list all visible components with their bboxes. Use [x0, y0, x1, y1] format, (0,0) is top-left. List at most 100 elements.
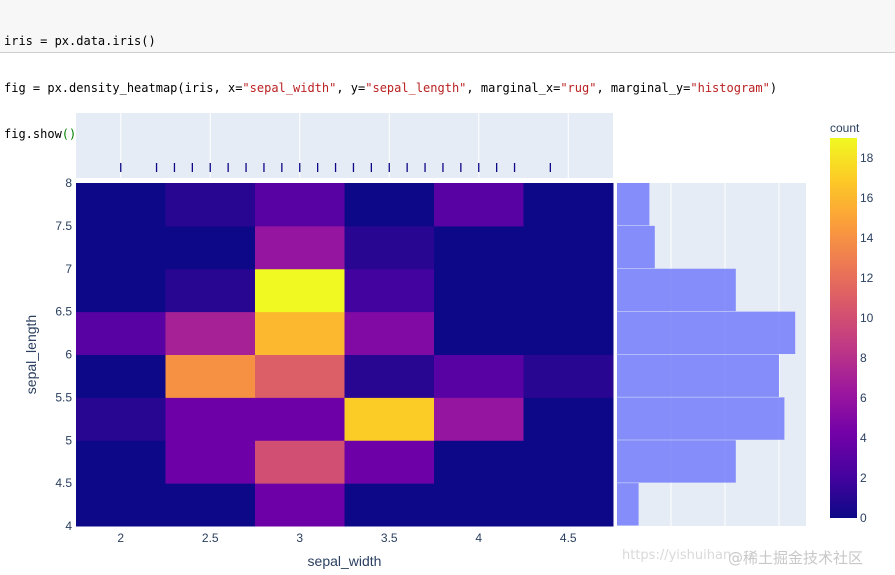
heatmap-cell [165, 311, 256, 355]
colorbar-tick-label: 2 [860, 471, 867, 485]
code-cell[interactable]: iris = px.data.iris() fig = px.density_h… [0, 0, 895, 141]
heatmap-cell [344, 397, 435, 441]
heatmap-cell [434, 183, 524, 227]
marginal-histogram-panel [617, 183, 806, 526]
histogram-bar [617, 354, 779, 397]
heatmap-cell [434, 483, 524, 527]
y-tick-label: 8 [65, 176, 72, 190]
y-tick-label: 5.5 [55, 390, 72, 404]
heatmap-cell [523, 311, 614, 355]
heatmap-cell [523, 354, 614, 398]
x-tick-label: 4 [475, 531, 482, 545]
colorbar-tick-label: 10 [860, 311, 874, 325]
colorbar-tick-label: 18 [860, 151, 874, 165]
heatmap-cell [344, 311, 435, 355]
histogram-bar [617, 397, 785, 440]
code-string: "rug" [560, 80, 597, 95]
histogram-bar [617, 268, 736, 312]
y-tick-label: 6 [65, 348, 72, 362]
colorbar-tick-label: 6 [860, 391, 867, 405]
code-string: "histogram" [690, 80, 770, 95]
heatmap-cell [434, 354, 524, 398]
y-tick-label: 4.5 [55, 476, 72, 490]
heatmap-cell [434, 311, 524, 355]
heatmap-cell [434, 397, 524, 441]
heatmap-cell [165, 483, 256, 527]
colorbar-gradient [830, 138, 857, 518]
heatmap-cell [255, 311, 345, 355]
histogram-bar [617, 225, 655, 269]
heatmap-cell [344, 440, 435, 484]
code-text: iris = px.data.iris() [4, 34, 156, 48]
x-tick-label: 2 [117, 531, 124, 545]
heatmap-cell [165, 225, 256, 270]
code-text: fig = px.density_heatmap(iris, x= [4, 80, 243, 95]
heatmap-cell [165, 268, 256, 313]
watermark-site: @稀土掘金技术社区 [728, 549, 864, 567]
histogram-bar [617, 483, 639, 526]
heatmap-cell [76, 397, 166, 441]
heatmap-cell [165, 397, 256, 441]
x-axis-title: sepal_width [308, 553, 382, 569]
heatmap-panel[interactable] [76, 183, 614, 527]
x-tick-label: 3.5 [381, 531, 398, 545]
density-heatmap-figure[interactable]: 2 2.5 3 3.5 4 4.5 4 4.5 5 5.5 6 6.5 7 7.5 8 sepal_width… [0, 54, 895, 575]
code-parens: () [61, 127, 77, 141]
heatmap-cell [344, 268, 435, 313]
heatmap-cell [76, 440, 166, 484]
code-line-2: fig = px.density_heatmap(iris, x="sepal_… [4, 81, 895, 97]
colorbar-tick-label: 14 [860, 231, 874, 245]
code-text: fig.show [4, 127, 62, 141]
heatmap-cell [523, 483, 614, 527]
colorbar-tick-label: 16 [860, 191, 874, 205]
marginal-rug-panel [76, 113, 613, 178]
y-tick-label: 4 [65, 519, 72, 533]
rug-plot-background [76, 113, 613, 178]
y-tick-label: 7 [65, 262, 72, 276]
heatmap-cell [523, 268, 614, 313]
heatmap-cell [76, 183, 166, 227]
heatmap-cell [523, 183, 614, 227]
heatmap-cell [344, 354, 435, 398]
heatmap-cell [523, 397, 614, 441]
heatmap-cell [255, 354, 345, 398]
heatmap-cell [76, 311, 166, 355]
x-tick-label: 2.5 [202, 531, 219, 545]
histogram-bar [617, 311, 796, 354]
heatmap-cell [165, 354, 256, 398]
heatmap-cell [434, 440, 524, 484]
heatmap-cell [255, 225, 345, 270]
code-text: , marginal_y= [596, 80, 691, 95]
heatmap-cell [344, 183, 435, 227]
heatmap-cell [344, 225, 435, 270]
heatmap-cell [255, 268, 345, 313]
code-line-1: iris = px.data.iris() [4, 34, 895, 50]
colorbar-tick-label: 4 [860, 431, 867, 445]
heatmap-cell [76, 268, 166, 313]
x-tick-label: 4.5 [560, 531, 577, 545]
heatmap-cell [76, 225, 166, 270]
heatmap-cell [255, 397, 345, 441]
code-line-3: fig.show() [4, 127, 895, 143]
heatmap-cell [165, 183, 256, 227]
colorbar-tick-label: 0 [860, 511, 867, 525]
code-string: "sepal_width" [242, 80, 337, 95]
watermark-url: https://yishuihan [622, 548, 732, 563]
heatmap-cell [523, 440, 614, 484]
y-axis-title: sepal_length [23, 315, 39, 394]
colorbar-tick-label: 8 [860, 351, 867, 365]
y-tick-label: 6.5 [55, 305, 72, 319]
axes: 2 2.5 3 3.5 4 4.5 4 4.5 5 5.5 6 6.5 7 7.5 8 sepal_width… [23, 176, 577, 569]
y-tick-label: 7.5 [55, 219, 72, 233]
code-text: , marginal_x= [466, 80, 561, 95]
histogram-bar [617, 183, 650, 226]
colorbar: count 0 2 4 6 8 10 12 14 16 18 [830, 121, 874, 525]
heatmap-cell [434, 225, 524, 270]
heatmap-cell [255, 440, 345, 484]
histogram-bar [617, 440, 736, 483]
heatmap-cell [434, 268, 524, 313]
heatmap-cell [255, 183, 345, 227]
x-tick-label: 3 [296, 531, 303, 545]
heatmap-cell [344, 483, 435, 527]
colorbar-tick-label: 12 [860, 271, 874, 285]
